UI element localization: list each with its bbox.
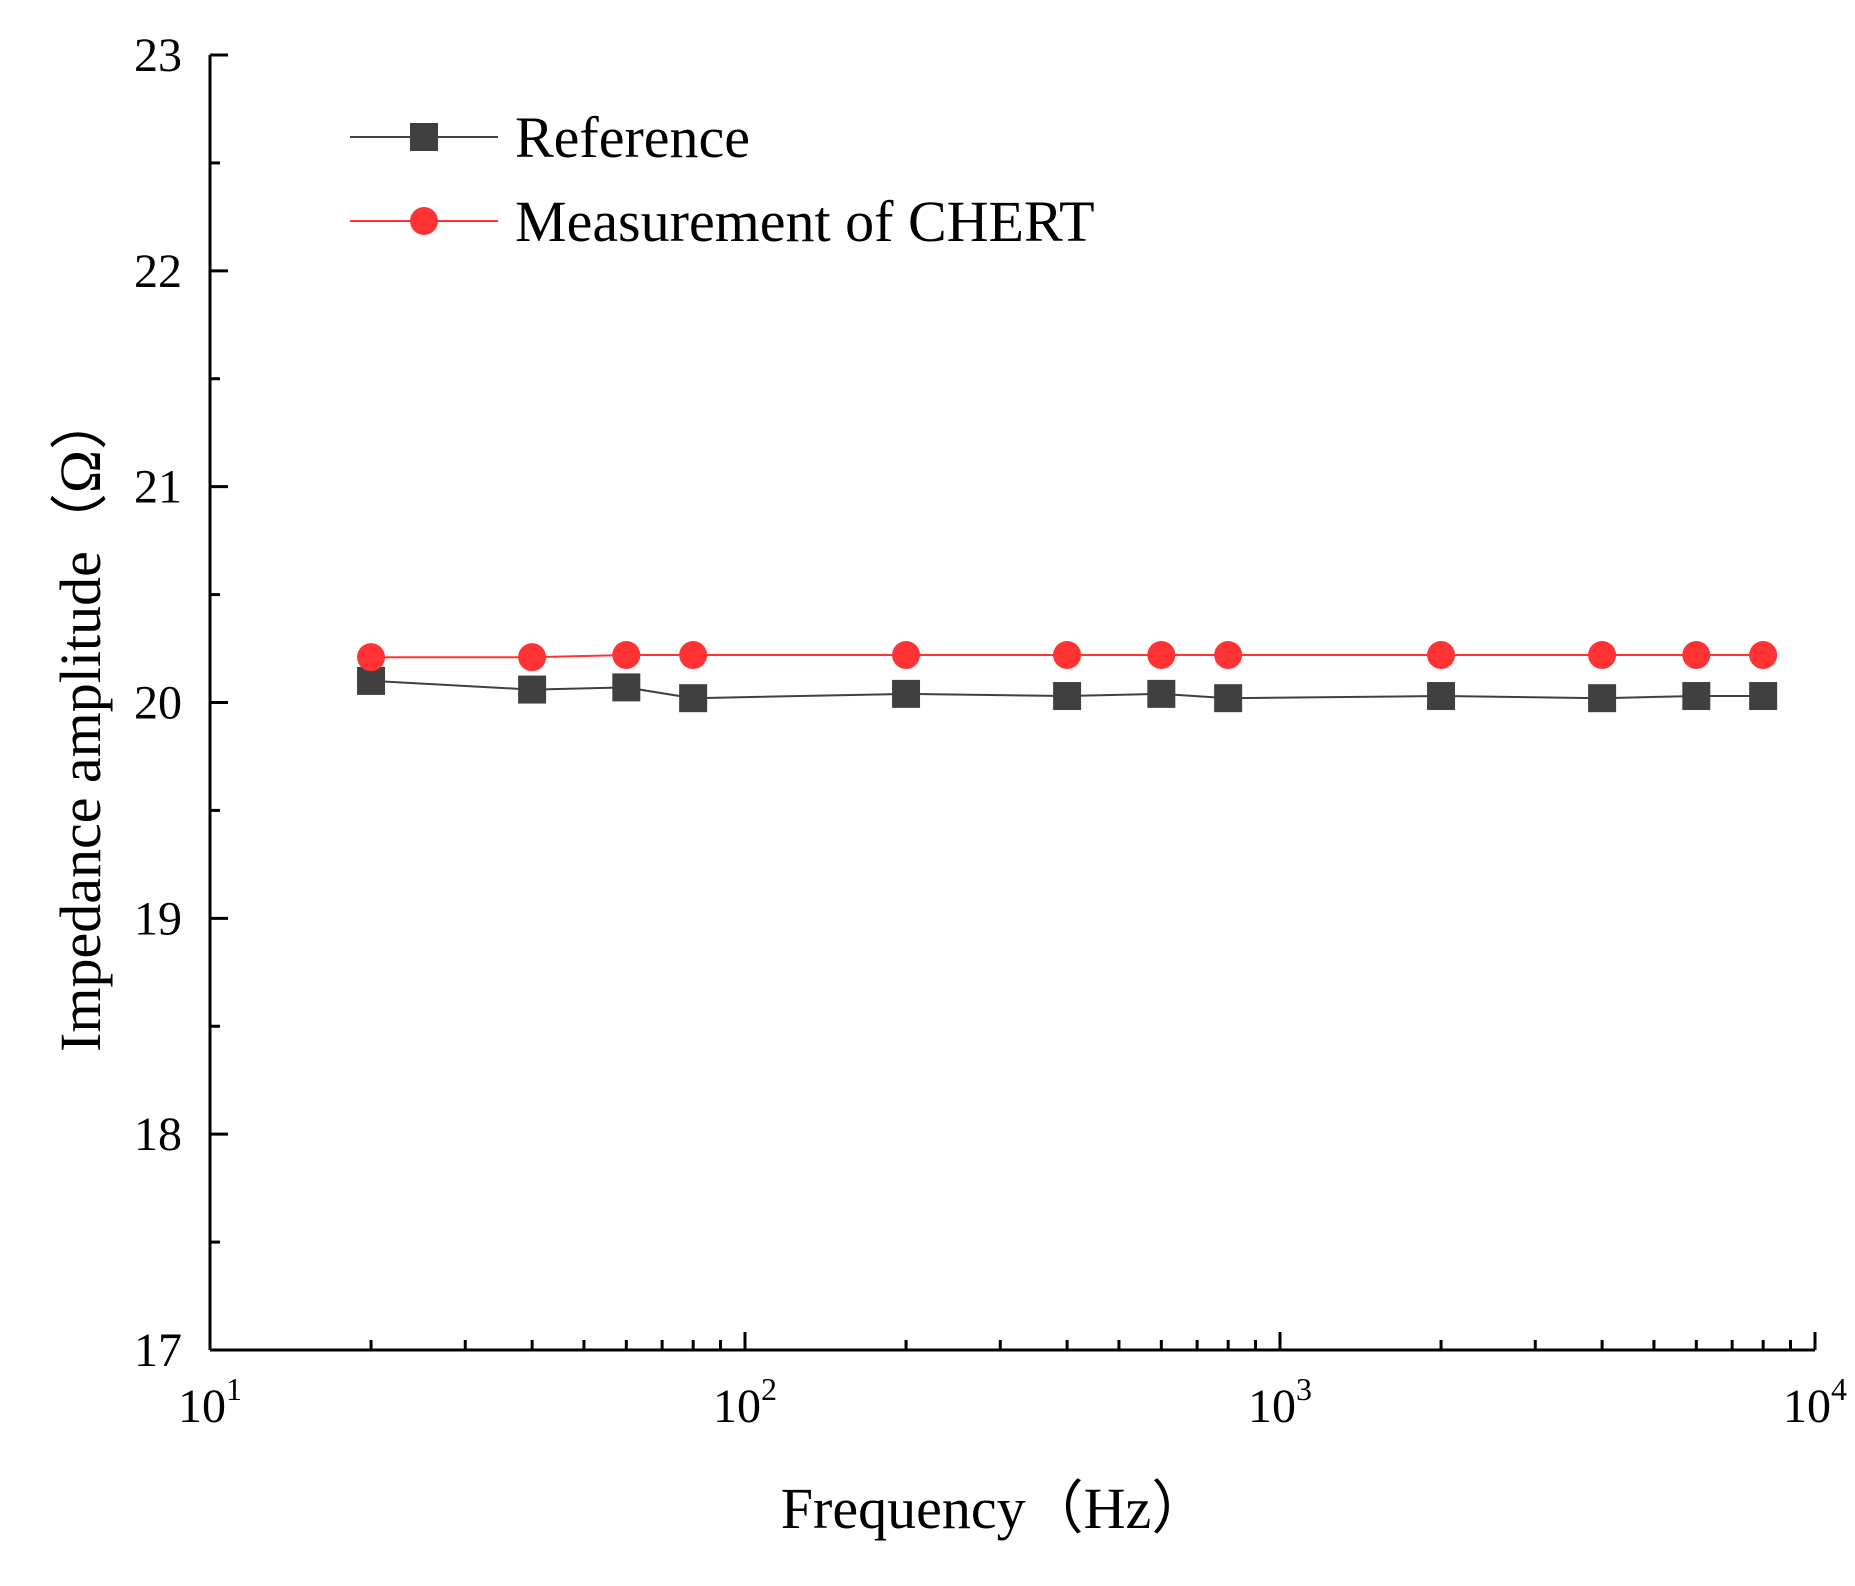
data-point bbox=[1147, 641, 1176, 670]
data-point bbox=[1427, 641, 1456, 670]
legend-marker bbox=[410, 123, 438, 151]
data-point bbox=[1588, 684, 1617, 713]
data-point bbox=[612, 641, 641, 670]
data-point bbox=[1682, 641, 1711, 670]
y-tick-label: 18 bbox=[134, 1108, 182, 1161]
x-tick-label: 101 bbox=[178, 1371, 242, 1433]
x-tick-label: 104 bbox=[1783, 1371, 1847, 1433]
y-tick-label: 17 bbox=[134, 1324, 182, 1377]
data-point bbox=[1588, 641, 1617, 670]
data-point bbox=[1682, 682, 1711, 711]
y-tick-label: 20 bbox=[134, 677, 182, 730]
series-layer bbox=[357, 641, 1778, 713]
x-tick-label: 102 bbox=[713, 1371, 777, 1433]
legend: Reference Measurement of CHERT bbox=[350, 105, 1095, 254]
y-tick-label: 21 bbox=[134, 461, 182, 514]
x-tick-label: 103 bbox=[1248, 1371, 1312, 1433]
series-line bbox=[371, 654, 1764, 659]
data-point bbox=[679, 641, 708, 670]
legend-marker bbox=[410, 207, 438, 235]
axes: 17 18 19 20 21 22 23 101 102 103 104 bbox=[134, 29, 1847, 1433]
data-point bbox=[1053, 682, 1082, 711]
x-axis-title: Frequency（Hz） bbox=[781, 1476, 1209, 1541]
legend-entry: Measurement of CHERT bbox=[350, 189, 1095, 254]
data-point bbox=[679, 684, 708, 713]
data-point bbox=[518, 643, 547, 672]
data-point bbox=[1053, 641, 1082, 670]
data-point bbox=[612, 673, 641, 702]
series-reference bbox=[357, 666, 1778, 713]
data-point bbox=[357, 666, 386, 695]
data-point bbox=[892, 641, 921, 670]
legend-entry: Reference bbox=[350, 105, 750, 170]
data-point bbox=[357, 643, 386, 672]
data-point bbox=[1214, 684, 1243, 713]
data-point bbox=[1147, 679, 1176, 708]
y-tick-label: 22 bbox=[134, 245, 182, 298]
data-point bbox=[1427, 682, 1456, 711]
data-point bbox=[518, 675, 547, 704]
data-point bbox=[1749, 682, 1778, 711]
series-line bbox=[371, 679, 1764, 700]
series-measurement-of-chert bbox=[357, 641, 1778, 672]
y-tick-label: 23 bbox=[134, 29, 182, 82]
y-tick-label: 19 bbox=[134, 892, 182, 945]
y-axis-title: Impedance amplitude（Ω） bbox=[48, 392, 113, 1052]
legend-label: Measurement of CHERT bbox=[515, 189, 1095, 254]
data-point bbox=[892, 679, 921, 708]
legend-label: Reference bbox=[515, 105, 750, 170]
data-point bbox=[1214, 641, 1243, 670]
data-point bbox=[1749, 641, 1778, 670]
